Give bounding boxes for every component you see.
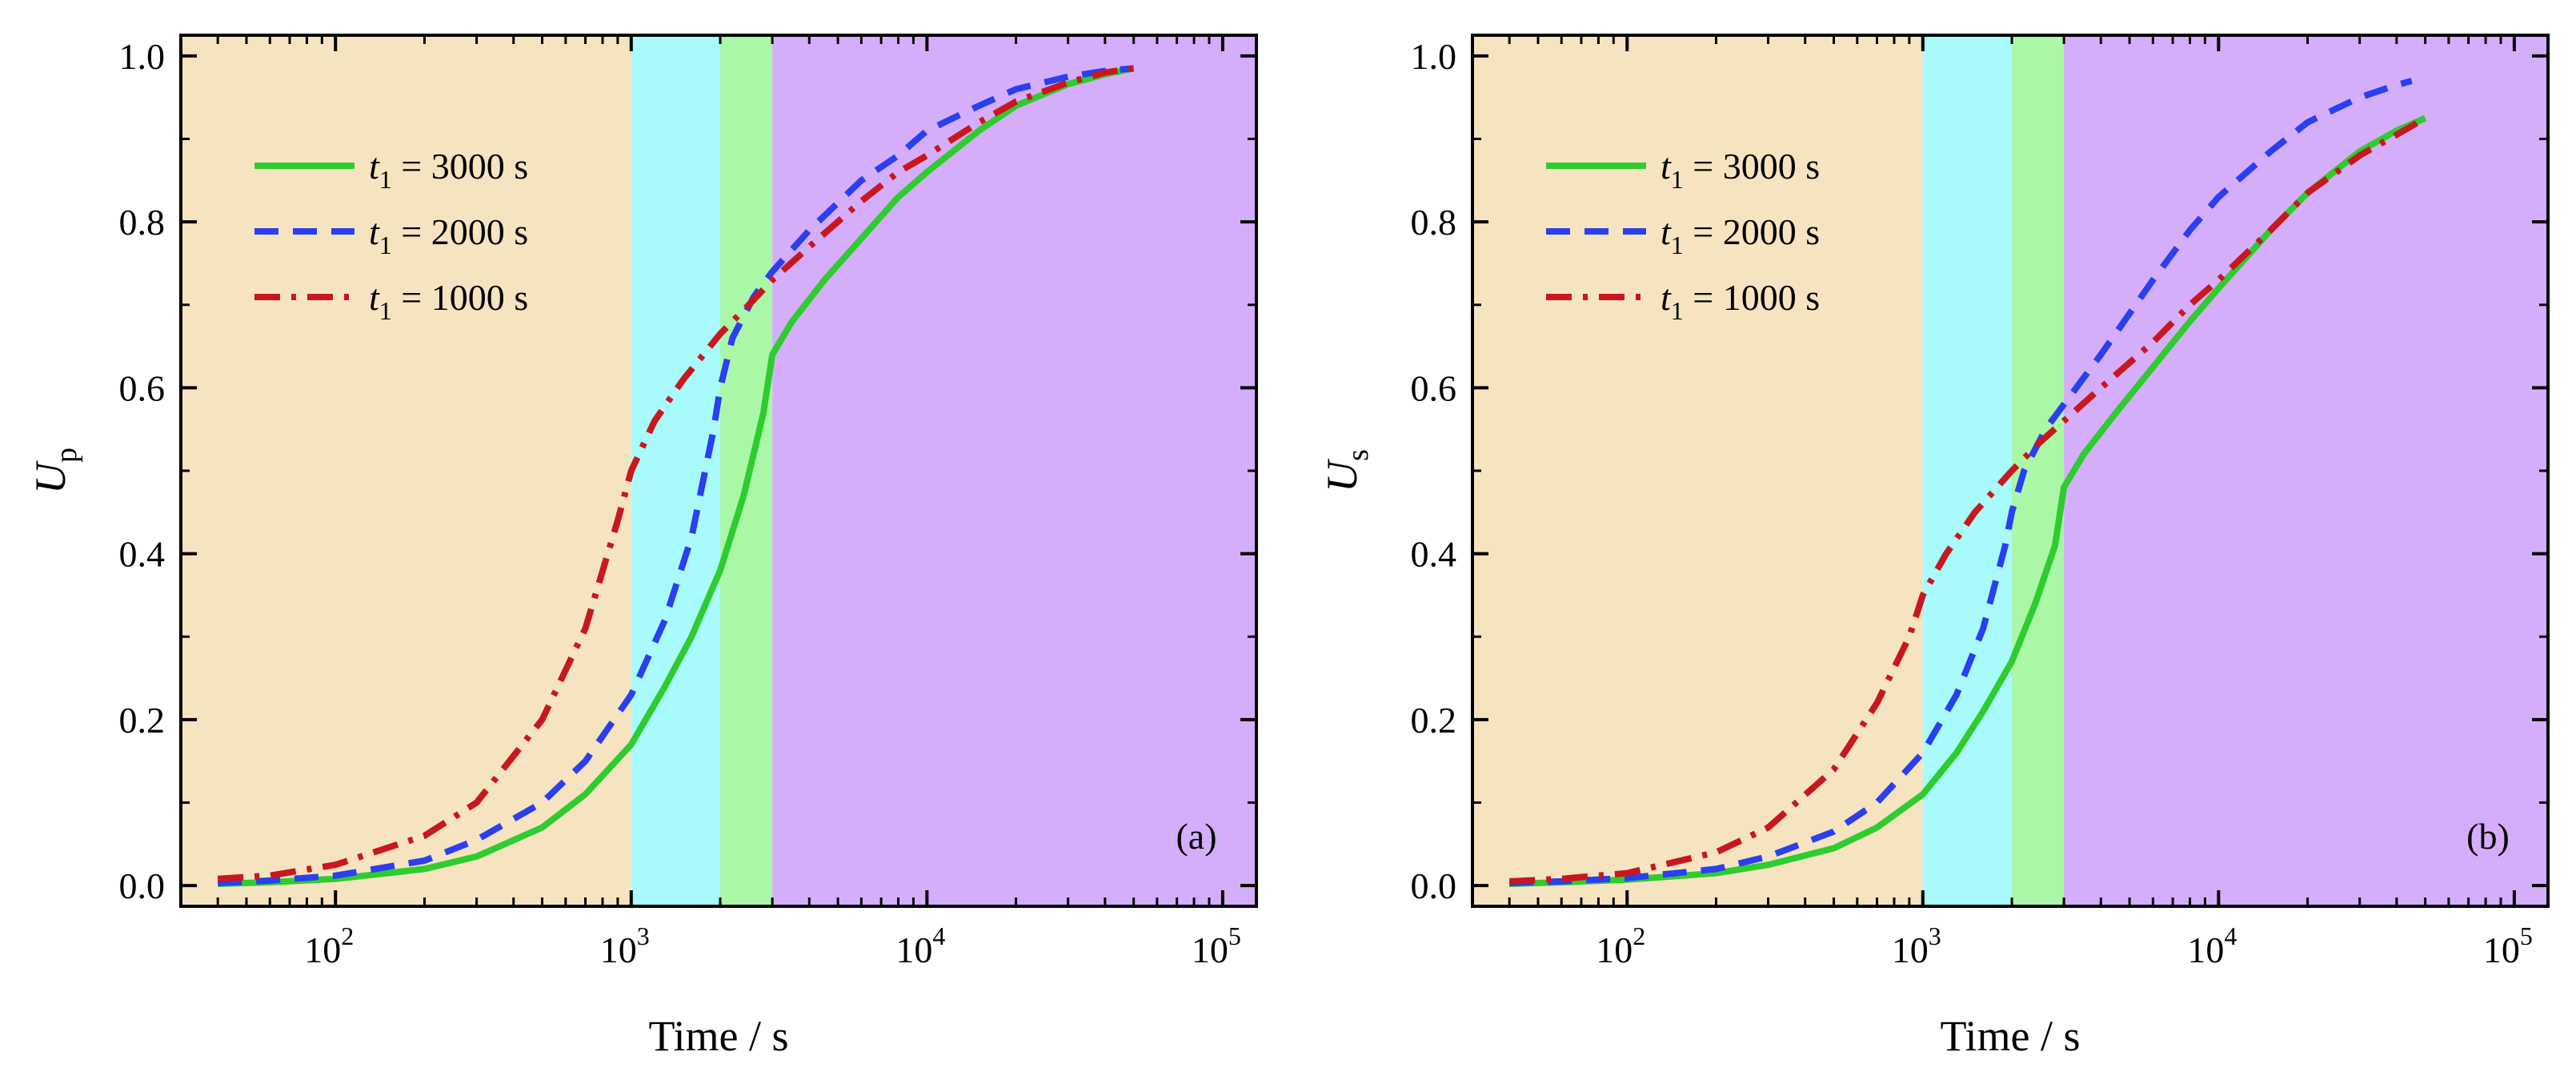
y-tick-label: 0.8	[119, 202, 166, 243]
legend: t1 = 3000 s t1 = 2000 s t1 = 1000 s	[254, 146, 528, 325]
x-tick-label: 102	[1596, 921, 1645, 970]
shaded-region-2	[1922, 35, 2013, 906]
legend-label: t1 = 3000 s	[369, 146, 528, 194]
y-axis-title: Up	[26, 448, 83, 494]
series-line-solid	[218, 65, 1135, 887]
y-tick-label: 0.0	[119, 865, 166, 906]
shaded-region-1	[1472, 35, 1923, 906]
x-tick-label: 102	[304, 921, 354, 970]
shaded-region-2	[631, 35, 721, 906]
y-axis-title: Us	[1318, 449, 1375, 492]
x-tick-label: 105	[1192, 921, 1241, 970]
legend: t1 = 3000 s t1 = 2000 s t1 = 1000 s	[1546, 146, 1820, 325]
series-line-dashed	[218, 65, 1134, 886]
x-axis-title: Time / s	[648, 1012, 788, 1060]
x-tick-label: 104	[895, 921, 945, 970]
legend-label: t1 = 1000 s	[1661, 277, 1820, 325]
legend-label: t1 = 3000 s	[1661, 146, 1820, 194]
x-axis-title: Time / s	[1940, 1012, 2080, 1060]
y-tick-label: 0.0	[1411, 865, 1457, 906]
y-tick-label: 0.4	[1411, 534, 1457, 575]
shaded-region-4	[772, 35, 1256, 906]
panel-label: (b)	[2466, 816, 2510, 857]
y-tick-label: 0.2	[1411, 700, 1457, 741]
y-tick-label: 0.2	[119, 700, 166, 741]
chart-panel-b: 0.0 0.2 0.4 0.6 0.8 1.0 102 103 104 105 Time / s Us…	[1318, 34, 2550, 1060]
shaded-region-4	[2064, 35, 2548, 906]
y-tick-label: 1.0	[1411, 36, 1457, 77]
y-tick-label: 0.6	[1411, 367, 1457, 408]
series-line-dashdot	[217, 65, 1135, 882]
y-tick-label: 1.0	[119, 36, 166, 77]
shaded-region-3	[2012, 35, 2065, 906]
x-tick-label: 105	[2483, 921, 2533, 970]
y-tick-label: 0.6	[119, 367, 166, 408]
y-tick-label: 0.4	[119, 534, 166, 575]
chart-panel-a: 0.0 0.2 0.4 0.6 0.8 1.0 102 103 104 105 Time / s Up…	[26, 34, 1258, 1060]
x-tick-label: 103	[1892, 921, 1941, 970]
series-line-dashdot	[1509, 115, 2427, 885]
legend-label: t1 = 2000 s	[369, 211, 528, 259]
shaded-region-3	[720, 35, 773, 906]
legend-label: t1 = 1000 s	[369, 277, 528, 325]
shaded-region-1	[181, 35, 631, 906]
series-line-dashed	[1509, 78, 2413, 886]
legend-label: t1 = 2000 s	[1661, 211, 1820, 259]
x-tick-label: 104	[2187, 921, 2237, 970]
panel-label: (a)	[1176, 816, 1216, 857]
y-tick-label: 0.8	[1411, 202, 1457, 243]
x-tick-label: 103	[600, 921, 650, 970]
